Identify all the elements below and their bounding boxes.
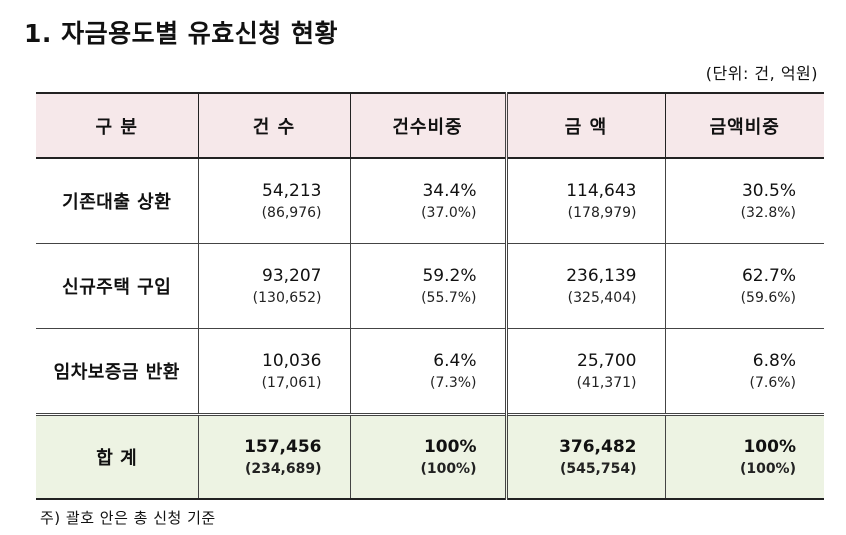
- amount-share-value: 6.8%: [752, 351, 796, 371]
- total-row: 합 계 157,456 (234,689) 100% (100%) 376,482 (…: [36, 413, 824, 500]
- count-value: 10,036: [262, 351, 322, 371]
- table-row: 신규주택 구입 93,207 (130,652) 59.2% (55.7%) 236…: [36, 243, 824, 329]
- amount-total-value: (545,754): [559, 461, 637, 477]
- row-label: 신규주택 구입: [36, 243, 198, 329]
- header-count-share: 건수비중: [349, 92, 506, 159]
- application-status-table: 구 분 건 수 건수비중 금 액 금액비중 기존대출 상환 54,213 (86,…: [36, 92, 824, 500]
- amount-share-cell: 62.7% (59.6%): [664, 243, 824, 329]
- header-amount: 금 액: [504, 92, 665, 159]
- count-share-cell: 34.4% (37.0%): [349, 158, 506, 244]
- amount-value: 25,700: [577, 351, 637, 371]
- amount-total-value: (178,979): [567, 205, 637, 221]
- count-share-total-value: (100%): [420, 461, 477, 477]
- count-total-value: (234,689): [244, 461, 322, 477]
- table-header-row: 구 분 건 수 건수비중 금 액 금액비중: [36, 92, 824, 159]
- amount-share-total-value: (100%): [739, 461, 796, 477]
- count-total-value: (130,652): [252, 290, 322, 306]
- count-cell: 54,213 (86,976): [197, 158, 350, 244]
- row-label: 기존대출 상환: [36, 158, 198, 244]
- amount-share-value: 62.7%: [741, 266, 796, 286]
- count-cell: 10,036 (17,061): [197, 328, 350, 415]
- amount-value: 376,482: [559, 437, 637, 457]
- amount-total-value: (325,404): [567, 290, 637, 306]
- count-value: 54,213: [262, 181, 322, 201]
- amount-total-value: (41,371): [576, 375, 637, 391]
- page-title: 1. 자금용도별 유효신청 현황: [24, 19, 339, 48]
- count-share-value: 6.4%: [433, 351, 477, 371]
- amount-share-total-value: (7.6%): [749, 375, 797, 391]
- count-share-cell: 6.4% (7.3%): [349, 328, 506, 415]
- count-share-total-value: (55.7%): [421, 290, 477, 306]
- table-row: 기존대출 상환 54,213 (86,976) 34.4% (37.0%) 114,…: [36, 158, 824, 244]
- header-count: 건 수: [197, 92, 350, 159]
- amount-share-cell: 100% (100%): [664, 413, 824, 500]
- count-total-value: (86,976): [261, 205, 322, 221]
- count-share-value: 100%: [423, 437, 477, 457]
- count-cell: 93,207 (130,652): [197, 243, 350, 329]
- count-share-cell: 100% (100%): [349, 413, 506, 500]
- header-category: 구 분: [36, 92, 198, 159]
- count-share-total-value: (7.3%): [430, 375, 477, 391]
- total-label: 합 계: [36, 413, 198, 500]
- row-label: 임차보증금 반환: [36, 328, 198, 415]
- header-amount-share: 금액비중: [664, 92, 824, 159]
- amount-cell: 25,700 (41,371): [504, 328, 665, 415]
- table-row: 임차보증금 반환 10,036 (17,061) 6.4% (7.3%) 25,70…: [36, 328, 824, 415]
- amount-value: 236,139: [566, 266, 637, 286]
- amount-share-cell: 6.8% (7.6%): [664, 328, 824, 415]
- footnote: 주) 괄호 안은 총 신청 기준: [40, 509, 216, 527]
- count-share-total-value: (37.0%): [421, 205, 477, 221]
- count-value: 157,456: [244, 437, 322, 457]
- count-value: 93,207: [262, 266, 322, 286]
- amount-cell: 114,643 (178,979): [504, 158, 665, 244]
- amount-share-total-value: (59.6%): [740, 290, 796, 306]
- unit-label: (단위: 건, 억원): [705, 64, 818, 83]
- count-cell: 157,456 (234,689): [197, 413, 350, 500]
- count-total-value: (17,061): [261, 375, 322, 391]
- count-share-value: 59.2%: [422, 266, 477, 286]
- count-share-value: 34.4%: [422, 181, 477, 201]
- amount-share-cell: 30.5% (32.8%): [664, 158, 824, 244]
- amount-share-value: 30.5%: [741, 181, 796, 201]
- amount-share-value: 100%: [743, 437, 796, 457]
- amount-share-total-value: (32.8%): [740, 205, 796, 221]
- amount-cell: 236,139 (325,404): [504, 243, 665, 329]
- count-share-cell: 59.2% (55.7%): [349, 243, 506, 329]
- amount-value: 114,643: [566, 181, 637, 201]
- amount-cell: 376,482 (545,754): [504, 413, 665, 500]
